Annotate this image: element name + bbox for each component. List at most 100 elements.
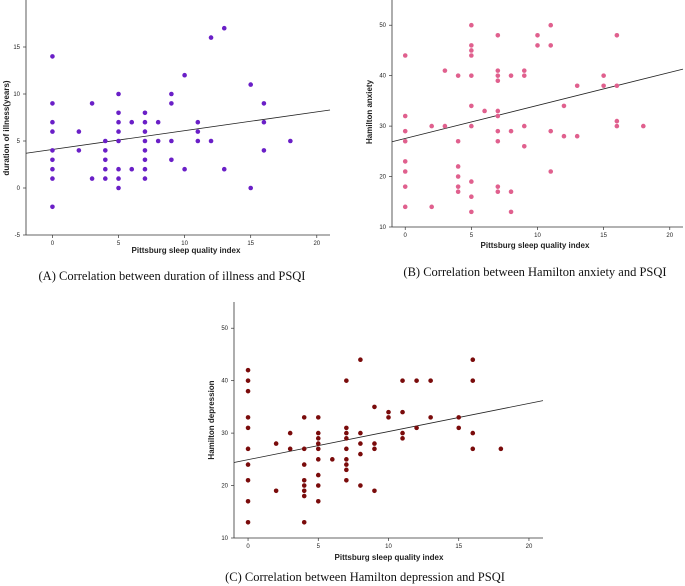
panel-b-data-point <box>469 53 474 58</box>
panel-c-data-point <box>301 519 307 525</box>
panel-c-data-point <box>428 415 433 420</box>
panel-a-data-point <box>195 119 201 125</box>
panel-c-data-point <box>301 462 307 467</box>
panel-b-data-point <box>601 83 606 89</box>
panel-a-caption: (A) Correlation between duration of illn… <box>39 269 306 283</box>
panel-b-data-point <box>429 204 434 210</box>
panel-a-data-point <box>50 157 55 163</box>
panel-c-data-point <box>470 357 476 362</box>
panel-a-data-point <box>50 54 55 59</box>
panel-b-data-point <box>495 128 501 134</box>
panel-b-data-point <box>469 103 474 109</box>
panel-b-data-point <box>495 78 501 84</box>
panel-c-x-tick-label: 10 <box>385 544 392 550</box>
panel-c-data-point <box>301 488 307 494</box>
panel-c-data-point <box>273 488 279 494</box>
panel-a-y-tick-label: 10 <box>13 92 20 98</box>
panel-b-data-point <box>548 43 554 48</box>
panel-c-data-point <box>400 436 405 441</box>
panel-c-data-point <box>245 498 251 504</box>
panel-c-data-point <box>245 519 251 525</box>
panel-a-data-point <box>50 101 55 106</box>
panel-c-data-point <box>386 415 391 420</box>
panel-c-data-point <box>498 446 504 452</box>
panel-a-data-point <box>142 110 148 116</box>
panel-c-data-point <box>428 378 433 383</box>
panel-c-data-point <box>315 457 321 462</box>
panel-c-data-point <box>315 415 321 420</box>
panel-a-data-point <box>142 138 148 144</box>
panel-a-y-tick-label: 15 <box>13 45 20 51</box>
panel-a-data-point <box>142 166 148 172</box>
panel-c-fit-line <box>233 400 544 463</box>
panel-a-data-point <box>261 148 267 153</box>
panel-a-data-point <box>261 119 267 125</box>
panel-c-data-point <box>315 430 321 436</box>
panel-c-data-point <box>315 441 321 446</box>
panel-a-data-point <box>76 148 82 153</box>
panel-b-axes: 0 5 10 15 20 10 20 30 40 50 <box>379 0 684 239</box>
panel-b-data-point <box>455 184 461 189</box>
panel-c-data-point <box>245 425 251 431</box>
panel-c-data-point <box>470 446 476 452</box>
panel-b-data-point <box>495 189 501 194</box>
panel-a-data-point <box>142 119 148 125</box>
panel-a-data-point <box>116 166 121 172</box>
panel-c-data-point <box>301 493 307 499</box>
panel-b-data-point <box>402 128 408 134</box>
panel-b-x-tick-label: 10 <box>534 233 541 239</box>
panel-c-data-point <box>400 409 405 415</box>
panel-c-data-point <box>358 483 363 488</box>
panel-b-data-point <box>601 73 606 78</box>
panel-a-data-point <box>195 138 201 144</box>
panel-a-data-point <box>116 176 121 181</box>
panel-b-caption: (B) Correlation between Hamilton anxiety… <box>403 265 666 279</box>
panel-b-data-point <box>469 73 474 78</box>
panel-c-data-point <box>245 446 251 452</box>
panel-c-data-point <box>330 457 335 462</box>
panel-b-hamilton-anxiety: 0 5 10 15 20 10 20 30 40 50 Pittsburg sleep quali… <box>365 0 684 279</box>
panel-a-data-point <box>116 185 121 191</box>
panel-c-data-point <box>315 436 321 441</box>
panel-b-y-tick-label: 40 <box>379 74 386 80</box>
panel-b-data-point <box>469 194 474 200</box>
panel-b-data-point <box>641 123 646 129</box>
panel-b-data-point <box>548 22 554 28</box>
panel-b-data-point <box>508 128 514 134</box>
panel-a-data-point <box>50 204 55 210</box>
panel-b-y-tick-label: 20 <box>379 175 386 181</box>
panel-b-data-point <box>402 113 408 119</box>
panel-c-y-tick-label: 10 <box>221 536 228 542</box>
panel-b-fit-line <box>391 68 684 143</box>
panel-a-x-tick-label: 10 <box>181 241 188 247</box>
panel-a-data-point <box>103 138 108 144</box>
panel-b-data-point <box>455 174 461 179</box>
panel-a-data-point <box>248 82 253 87</box>
panel-a-xlabel: Pittsburg sleep quality index <box>132 246 241 255</box>
panel-a-data-point <box>169 91 174 97</box>
panel-a-data-point <box>116 110 121 116</box>
panel-c-data-point <box>358 451 363 457</box>
panel-a-data-point <box>116 129 121 134</box>
panel-c-data-point <box>386 409 391 415</box>
panel-a-data-point <box>195 129 201 134</box>
panel-c-data-point <box>344 446 349 452</box>
panel-c-data-point <box>344 430 349 436</box>
panel-c-data-point <box>344 378 349 383</box>
panel-c-data-point <box>301 483 307 488</box>
panel-c-data-point <box>358 441 363 446</box>
panel-b-data-point <box>561 103 567 109</box>
panel-c-data-point <box>344 457 349 462</box>
panel-a-data-point <box>169 138 174 144</box>
panel-b-data-point <box>574 83 580 89</box>
panel-a-data-point <box>182 72 187 78</box>
panel-a-data-point <box>169 157 174 163</box>
panel-a-data-point <box>116 138 121 144</box>
panel-c-data-point <box>287 446 293 452</box>
panel-c-data-point <box>344 462 349 467</box>
panel-a-y-tick-label: 5 <box>17 139 21 145</box>
panel-b-data-point <box>574 133 580 139</box>
panel-b-data-point <box>455 164 461 169</box>
panel-b-data-point <box>429 123 434 129</box>
